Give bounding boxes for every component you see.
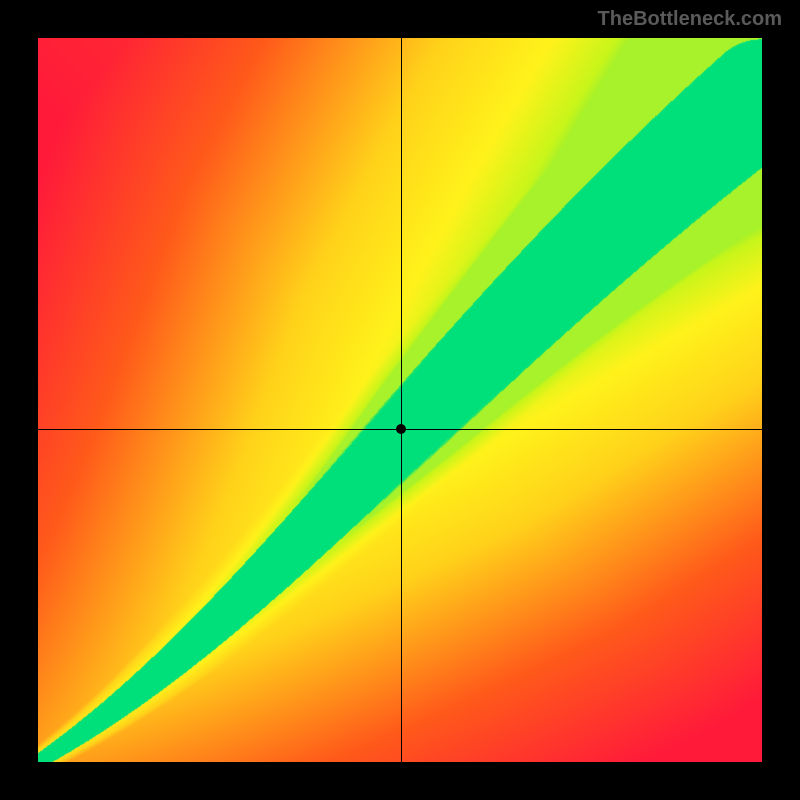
heatmap-frame (38, 38, 762, 762)
heatmap-canvas (38, 38, 762, 762)
crosshair-vertical (401, 38, 402, 762)
data-point-marker (396, 424, 406, 434)
attribution-text: TheBottleneck.com (598, 8, 782, 31)
